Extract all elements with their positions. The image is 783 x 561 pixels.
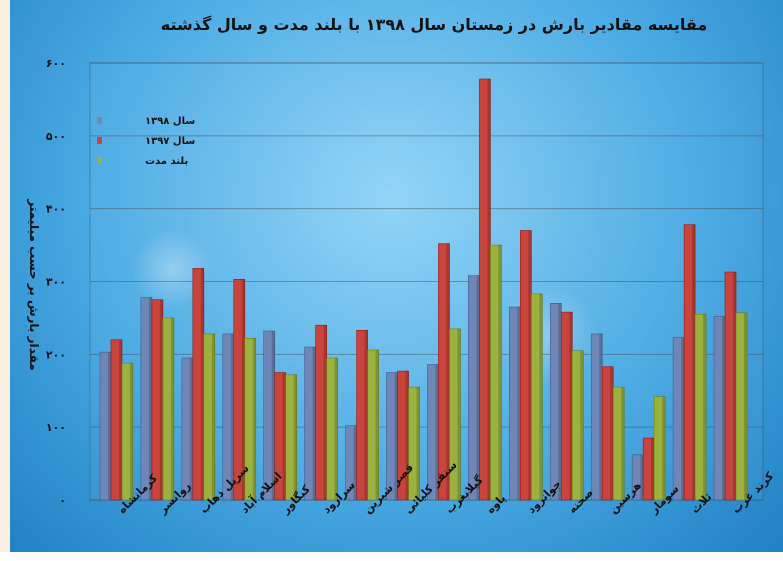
bar-3 [735, 312, 748, 501]
bar-shade [148, 297, 152, 500]
bar-shade [580, 350, 584, 500]
bar-shade [722, 316, 726, 500]
bar-shade [517, 306, 521, 500]
bar-shade [159, 299, 163, 500]
bar-shade [241, 279, 245, 500]
y-tick-label: ۳۰۰ [46, 276, 66, 289]
bar-series [99, 78, 748, 501]
y-tick-label: ۲۰۰ [46, 348, 66, 361]
bar-shade [200, 268, 204, 500]
bar-shade [353, 425, 357, 500]
y-tick-label: ۶۰۰ [46, 57, 66, 70]
legend-swatch [97, 157, 102, 164]
bar-3 [612, 386, 625, 501]
bar-3 [531, 293, 543, 501]
bar-shade [312, 347, 316, 500]
bar-shade [457, 328, 461, 500]
bar-shade [539, 293, 543, 500]
bar-shade [364, 330, 368, 500]
bar-shade [394, 372, 398, 500]
bar-3 [653, 396, 666, 501]
left-margin-strip [0, 0, 10, 561]
bar-3 [244, 338, 257, 501]
legend-label: بلند مدت [145, 156, 188, 167]
bar-shade [405, 371, 409, 500]
bar-shade [558, 303, 562, 500]
y-axis-label: مقدار بارش بر حسب میلیمتر [27, 198, 41, 370]
bar-shade [282, 372, 286, 500]
bar-shade [569, 312, 573, 500]
bar-3 [285, 374, 298, 501]
bar-3 [121, 362, 134, 501]
bar-shade [129, 363, 133, 500]
bar-shade [476, 275, 480, 500]
bar-shade [334, 357, 338, 500]
bar-shade [621, 387, 625, 500]
bar-shade [599, 333, 603, 500]
bar-shade [271, 331, 275, 500]
y-axis-ticks: ۰ ۱۰۰ ۲۰۰ ۳۰۰ ۴۰۰ ۵۰۰ ۶۰۰ [46, 57, 66, 507]
bar-3 [571, 350, 584, 501]
bar-shade [640, 454, 644, 500]
bar-shade [651, 438, 655, 500]
bar-shade [170, 317, 174, 500]
bar-shade [323, 325, 327, 500]
bar-3 [203, 333, 216, 501]
chart-title: مقایسه مقادیر بارش در زمستان سال ۱۳۹۸ با… [161, 15, 708, 34]
bar-shade [662, 396, 666, 500]
y-tick-label: ۴۰۰ [46, 203, 66, 216]
bar-shade [446, 243, 450, 501]
bar-shade [681, 337, 685, 500]
bar-shade [211, 333, 215, 500]
bar-shade [107, 352, 111, 500]
bar-shade [435, 364, 439, 500]
legend-label: سال ۱۳۹۷ [145, 136, 195, 147]
bar-shade [189, 357, 193, 500]
bar-shade [375, 349, 379, 500]
bar-3 [694, 313, 707, 501]
bar-shade [498, 245, 502, 500]
bar-shade [252, 338, 256, 500]
legend-swatch [97, 137, 102, 144]
bar-3 [490, 244, 502, 501]
bar-3 [162, 317, 175, 501]
legend-swatch [97, 117, 102, 124]
bar-3 [367, 349, 379, 501]
bar-shade [118, 339, 122, 500]
bar-3 [326, 357, 338, 501]
y-tick-label: ۱۰۰ [46, 421, 66, 434]
bar-shade [733, 272, 737, 500]
bar-shade [610, 366, 614, 500]
bar-shade [230, 333, 234, 500]
y-tick-label: ۵۰۰ [46, 130, 66, 143]
legend-label: سال ۱۳۹۸ [145, 116, 195, 127]
bar-shade [744, 312, 748, 500]
legend: سال ۱۳۹۸ سال ۱۳۹۷ بلند مدت [97, 116, 195, 167]
bar-shade [487, 79, 491, 501]
bar-shade [416, 387, 420, 500]
bar-shade [293, 374, 297, 500]
bar-3 [449, 328, 461, 501]
y-tick-label: ۰ [59, 494, 66, 507]
bar-shade [692, 224, 696, 500]
bar-3 [408, 386, 420, 501]
bar-shade [703, 314, 707, 500]
bottom-margin-strip [0, 552, 783, 561]
bar-shade [528, 230, 532, 500]
